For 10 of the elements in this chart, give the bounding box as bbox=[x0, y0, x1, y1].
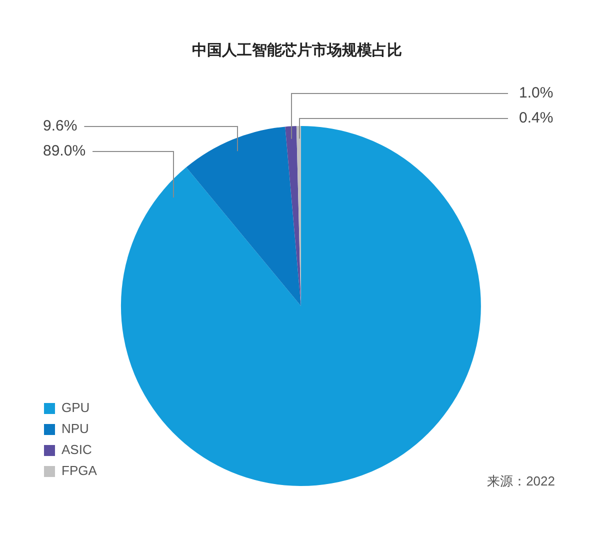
data-label: 89.0% bbox=[43, 142, 86, 160]
source-note: 来源：2022 bbox=[487, 474, 555, 489]
legend-label: ASIC bbox=[62, 442, 92, 458]
legend-label: FPGA bbox=[62, 463, 98, 478]
data-label: 1.0% bbox=[519, 84, 554, 102]
data-label: 0.4% bbox=[519, 110, 554, 127]
data-label: 9.6% bbox=[43, 118, 78, 135]
chart-title: 中国人工智能芯片市场规模占比 bbox=[192, 41, 402, 60]
legend-label: NPU bbox=[62, 421, 89, 436]
legend-label: GPU bbox=[62, 400, 90, 416]
